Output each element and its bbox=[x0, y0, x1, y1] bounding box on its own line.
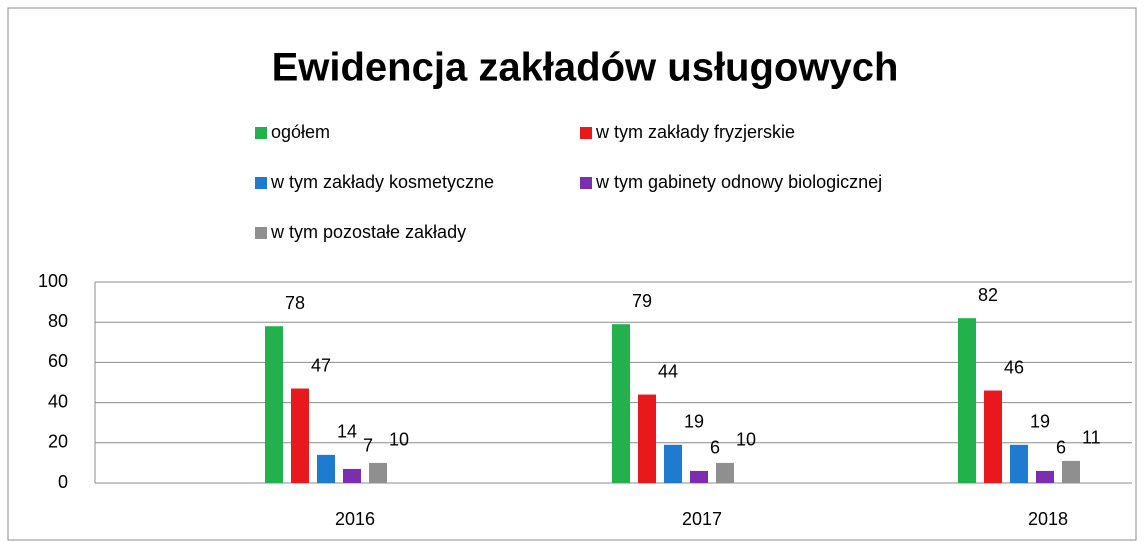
value-label: 78 bbox=[285, 293, 305, 313]
bar bbox=[984, 390, 1002, 483]
y-tick-label: 100 bbox=[38, 271, 68, 291]
bar bbox=[343, 468, 361, 483]
legend-label: w tym zakłady kosmetyczne bbox=[270, 172, 494, 192]
value-label: 10 bbox=[389, 430, 409, 450]
x-tick-label: 2017 bbox=[682, 509, 722, 529]
legend-swatch bbox=[255, 127, 267, 139]
y-tick-label: 80 bbox=[48, 311, 68, 331]
bar bbox=[291, 388, 309, 483]
value-label: 79 bbox=[632, 291, 652, 311]
value-label: 47 bbox=[311, 355, 331, 375]
bar bbox=[664, 444, 682, 483]
bar bbox=[1062, 460, 1080, 483]
value-label: 44 bbox=[658, 361, 678, 381]
bar bbox=[958, 318, 976, 483]
y-tick-label: 40 bbox=[48, 391, 68, 411]
bar bbox=[612, 324, 630, 483]
value-label: 19 bbox=[684, 412, 704, 432]
bar bbox=[265, 326, 283, 483]
bar bbox=[690, 470, 708, 483]
legend-label: w tym zakłady fryzjerskie bbox=[595, 122, 795, 142]
y-tick-label: 60 bbox=[48, 351, 68, 371]
legend-label: ogółem bbox=[271, 122, 330, 142]
x-tick-label: 2018 bbox=[1028, 509, 1068, 529]
bar bbox=[369, 462, 387, 483]
value-label: 19 bbox=[1030, 412, 1050, 432]
value-label: 10 bbox=[736, 430, 756, 450]
bar bbox=[638, 394, 656, 483]
bar bbox=[716, 462, 734, 483]
value-label: 6 bbox=[710, 438, 720, 458]
chart-title: Ewidencja zakładów usługowych bbox=[272, 46, 899, 90]
legend-swatch bbox=[580, 127, 592, 139]
bar bbox=[1036, 470, 1054, 483]
y-tick-label: 0 bbox=[58, 472, 68, 492]
legend-label: w tym pozostałe zakłady bbox=[270, 222, 466, 242]
value-label: 6 bbox=[1056, 438, 1066, 458]
value-label: 46 bbox=[1004, 357, 1024, 377]
value-label: 7 bbox=[363, 436, 373, 456]
legend-label: w tym gabinety odnowy biologicznej bbox=[595, 172, 882, 192]
x-tick-label: 2016 bbox=[335, 509, 375, 529]
y-tick-label: 20 bbox=[48, 432, 68, 452]
bar bbox=[1010, 444, 1028, 483]
value-label: 11 bbox=[1082, 428, 1101, 448]
legend-swatch bbox=[255, 227, 267, 239]
legend-swatch bbox=[255, 177, 267, 189]
legend-swatch bbox=[580, 177, 592, 189]
value-label: 82 bbox=[978, 285, 998, 305]
value-label: 14 bbox=[337, 422, 357, 442]
chart-border bbox=[7, 7, 1137, 541]
bar bbox=[317, 454, 335, 483]
